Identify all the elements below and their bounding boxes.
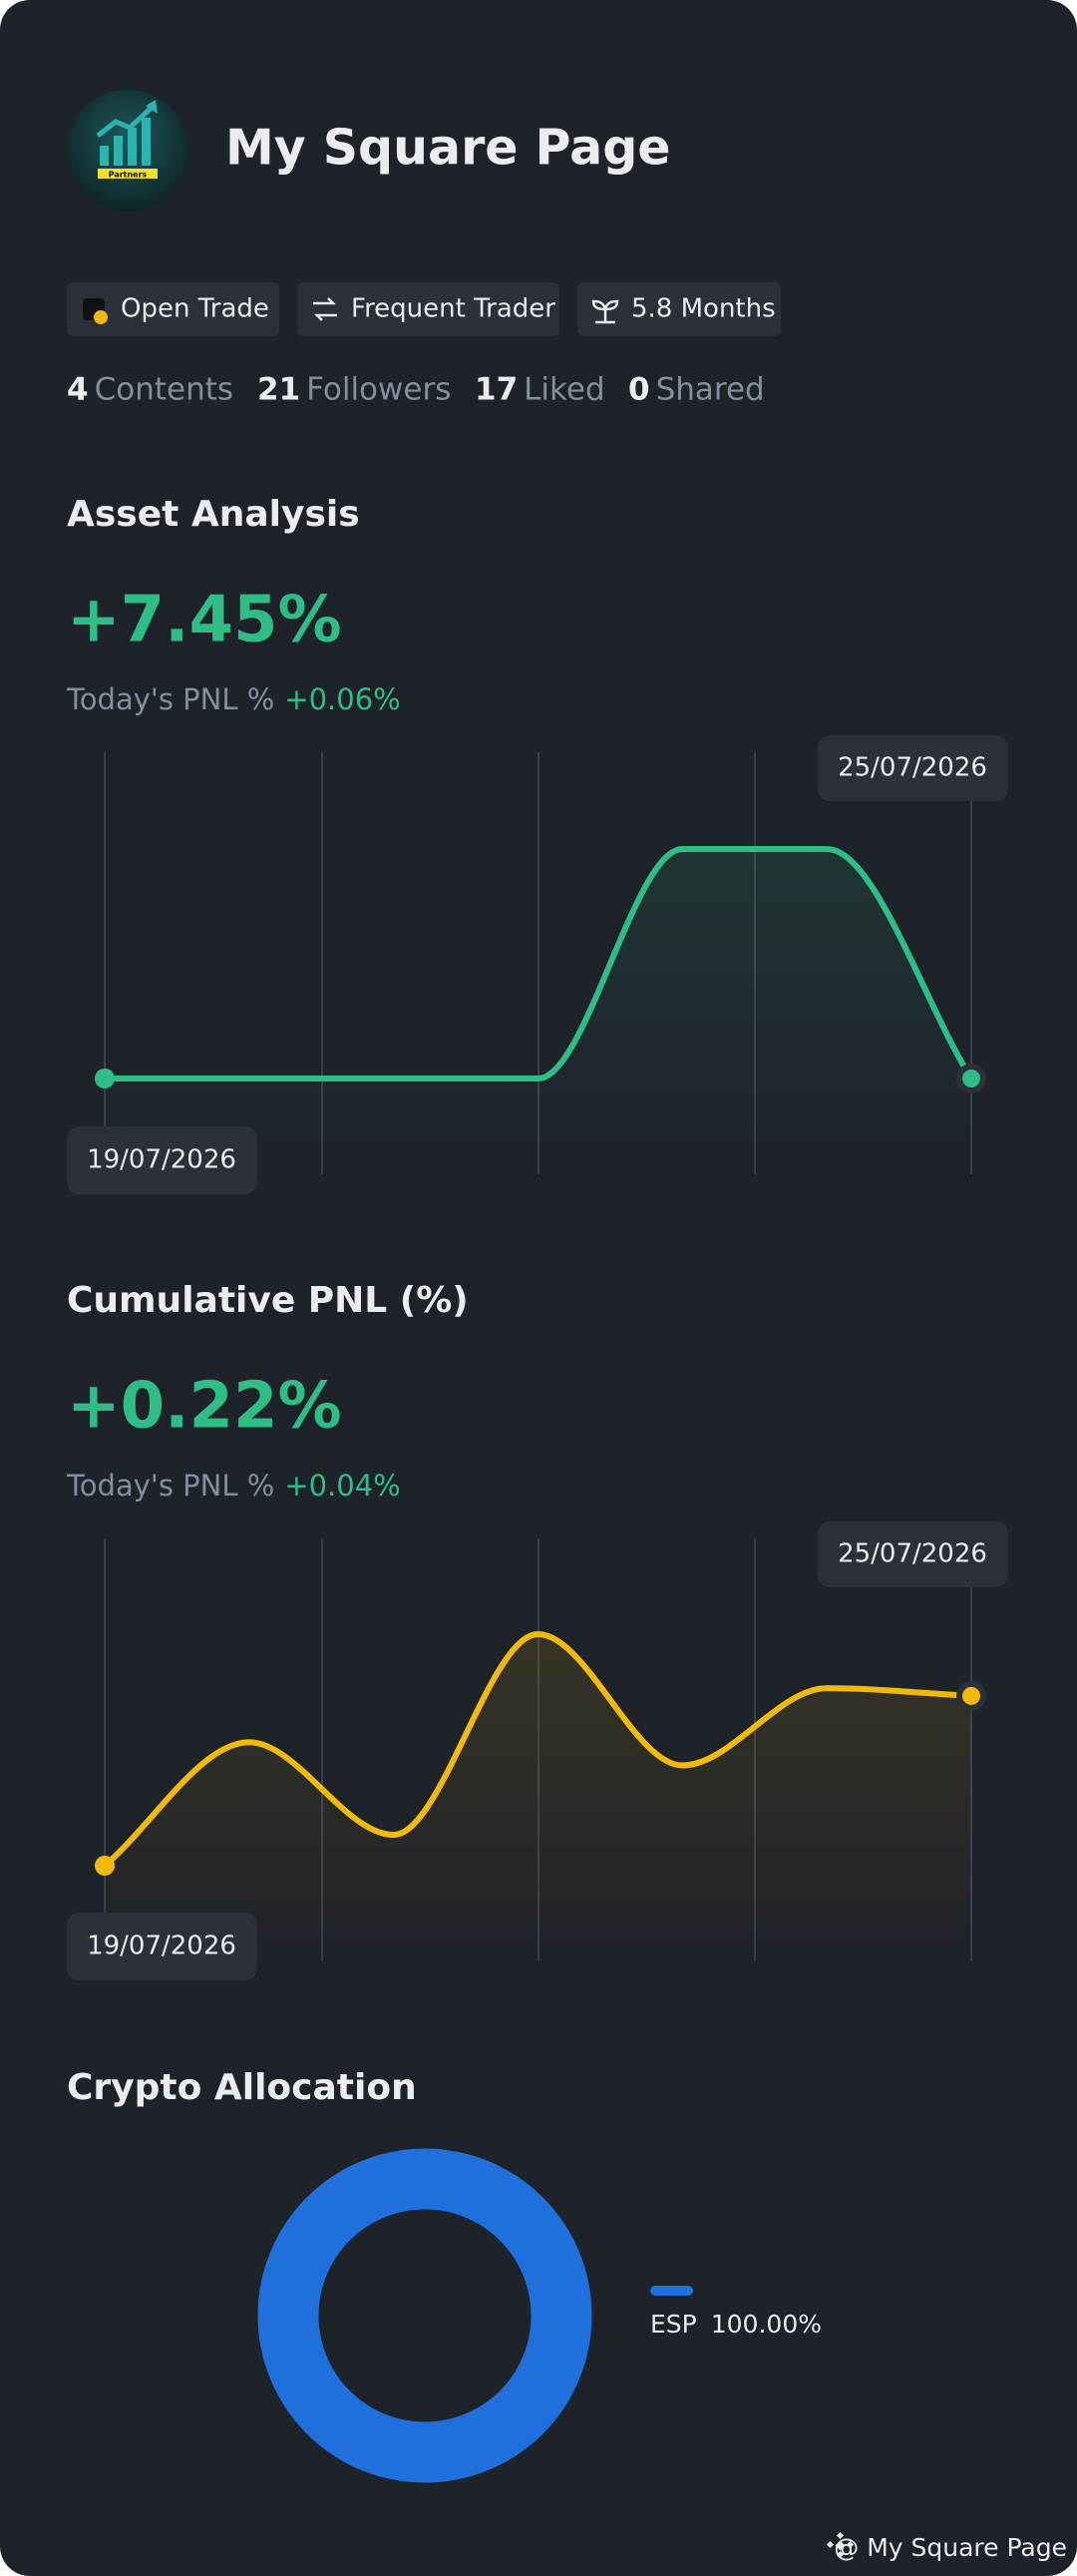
start-date: 19/07/2026 <box>87 1145 236 1175</box>
section-title: Crypto Allocation <box>67 2067 417 2108</box>
donut-segment <box>257 2148 592 2483</box>
badge <box>577 282 781 336</box>
today-value: +0.06% <box>284 682 400 716</box>
section-title: Cumulative PNL (%) <box>67 1280 469 1321</box>
line <box>103 1630 972 1869</box>
page-title: My Square Page <box>225 120 671 177</box>
line <box>105 845 974 1082</box>
badge-label: Frequent Trader <box>351 294 555 324</box>
allocation-donut: ESP 100.00% <box>257 2148 822 2483</box>
start-point <box>95 1069 115 1088</box>
area <box>105 849 971 1174</box>
stats-row: 4 Contents 21 Followers 17 Liked 0 Shared <box>67 372 765 408</box>
pnl-value: +7.45% <box>67 584 342 657</box>
end-point <box>956 1064 986 1093</box>
badge-icon <box>591 299 619 324</box>
footer-text: @ My Square Page <box>834 2533 1067 2562</box>
legend-name: ESP <box>650 2310 697 2339</box>
end-date: 25/07/2026 <box>838 753 987 783</box>
avatar: Partners <box>67 90 188 212</box>
date-tag <box>818 1521 1008 1587</box>
legend-value: 100.00% <box>711 2310 822 2339</box>
end-point <box>956 1680 986 1711</box>
start-date: 19/07/2026 <box>87 1932 236 1961</box>
badge-icon <box>94 310 108 324</box>
date-tag <box>67 1913 257 1980</box>
stat-value: 0 <box>628 372 650 408</box>
badge <box>67 282 279 336</box>
badge-row: Open Trade Frequent Trader 5.8 Months <box>67 282 781 336</box>
end-date: 25/07/2026 <box>838 1539 987 1569</box>
pnl-value: +0.22% <box>67 1370 342 1444</box>
badge-label: Open Trade <box>121 294 269 324</box>
section-title: Asset Analysis <box>67 494 360 535</box>
date-tag <box>67 1126 257 1194</box>
asset-section: Asset Analysis +7.45% Today's PNL % +0.06% 2… <box>66 494 1008 1194</box>
stat-label: Followers <box>306 372 451 408</box>
date-tag <box>818 735 1008 801</box>
legend-swatch <box>650 2286 693 2296</box>
stat-value: 21 <box>257 372 300 408</box>
stat-label: Liked <box>524 372 604 408</box>
stat-label: Contents <box>95 372 233 408</box>
avatar-text: Partners <box>109 171 148 180</box>
badge <box>297 282 559 336</box>
area <box>105 1634 971 1960</box>
cumulative-section: Cumulative PNL (%) +0.22% Today's PNL % +0.… <box>66 1280 1008 1980</box>
badge-icon <box>313 297 337 321</box>
today-label: Today's PNL % <box>66 1469 274 1503</box>
today-label: Today's PNL % <box>66 682 274 716</box>
today-value: +0.04% <box>284 1469 400 1503</box>
start-point <box>95 1856 115 1876</box>
stat-label: Shared <box>656 372 765 408</box>
stat-value: 4 <box>67 372 89 408</box>
badge-label: 5.8 Months <box>631 294 776 324</box>
stat-value: 17 <box>475 372 518 408</box>
